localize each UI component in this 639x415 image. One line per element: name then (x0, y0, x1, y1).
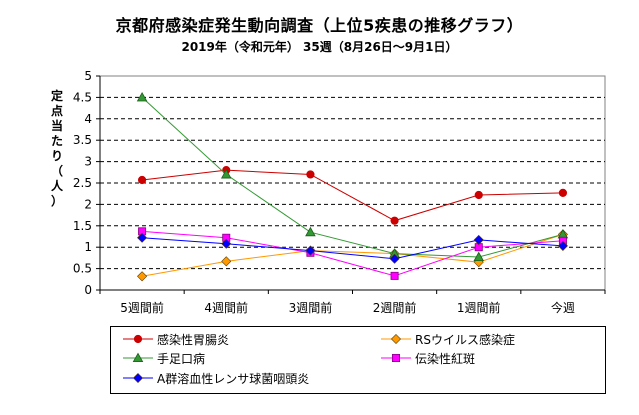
legend-swatch (381, 350, 411, 366)
legend-swatch (123, 370, 153, 386)
series-line (142, 237, 563, 260)
series-line (141, 97, 564, 258)
legend-label: 伝染性紅斑 (415, 351, 476, 366)
data-point (136, 91, 148, 102)
data-point (558, 188, 568, 197)
data-point (389, 253, 400, 264)
series-3 (136, 91, 569, 262)
data-point (137, 232, 148, 243)
legend-swatch (123, 331, 153, 347)
series-5 (137, 232, 568, 264)
data-point (221, 256, 232, 267)
y-tick-label: 2 (84, 197, 92, 211)
data-point (305, 226, 316, 237)
x-tick-label: 4週間前 (204, 300, 248, 315)
y-tick-label: 5 (84, 69, 92, 83)
legend-label: RSウイルス感染症 (415, 332, 515, 347)
chart-legend: 感染性胃腸炎 RSウイルス感染症手足口病 伝染性紅斑 A群溶血性レンサ球菌咽頭炎 (110, 326, 606, 394)
y-tick-label: 4 (84, 112, 92, 126)
legend-item: RSウイルス感染症 (381, 331, 515, 347)
data-point (305, 245, 316, 256)
legend-swatch (123, 350, 153, 366)
y-tick-label: 1.5 (73, 219, 92, 233)
y-tick-label: 3.5 (73, 133, 92, 147)
x-tick-label: 5週間前 (120, 300, 164, 315)
chart-subtitle: 2019年（令和元年） 35週（8月26日～9月1日） (181, 40, 458, 54)
x-tick-label: 1週間前 (457, 300, 501, 315)
legend-swatch (381, 331, 411, 347)
y-tick-label: 2.5 (73, 176, 92, 190)
series-2 (137, 229, 568, 282)
y-tick-label: 4.5 (73, 90, 92, 104)
legend-label: 感染性胃腸炎 (157, 332, 230, 347)
y-tick-label: 0 (84, 283, 92, 297)
x-tick-label: 2週間前 (373, 300, 417, 315)
data-point (390, 271, 399, 280)
y-tick-label: 0.5 (73, 262, 92, 276)
series-line (141, 233, 564, 277)
data-point (557, 240, 568, 251)
legend-label: A群溶血性レンサ球菌咽頭炎 (157, 371, 310, 386)
data-point (137, 271, 148, 282)
series-line (142, 230, 563, 277)
data-point (306, 170, 315, 179)
series-1 (137, 166, 568, 225)
chart-title: 京都府感染症発生動向調査（上位5疾患の推移グラフ） (115, 16, 524, 35)
x-tick-label: 今週 (551, 300, 575, 315)
line-chart: 0 0.5 1 1.5 2 2.5 3 3.5 4 4.5 5 5週間前 4週間前 3週間前 2週間前 1週間… (51, 69, 606, 315)
data-point (220, 169, 232, 179)
data-point (474, 190, 483, 200)
y-tick-label: 1 (84, 240, 92, 254)
legend-label: 手足口病 (157, 351, 206, 366)
y-tick-label: 3 (84, 155, 92, 169)
legend-item: 感染性胃腸炎 (123, 331, 229, 347)
data-point (390, 216, 399, 225)
data-point (473, 251, 485, 262)
data-point (221, 238, 232, 249)
data-point (137, 175, 147, 185)
legend-item: 手足口病 (123, 350, 205, 366)
series-4 (138, 227, 567, 280)
legend-item: 伝染性紅斑 (381, 350, 475, 366)
x-tick-label: 3週間前 (289, 300, 333, 315)
y-axis-label: 定点当たり（人） (51, 88, 64, 208)
series-line (142, 169, 563, 222)
data-point (473, 234, 484, 245)
legend-item: A群溶血性レンサ球菌咽頭炎 (123, 370, 309, 386)
